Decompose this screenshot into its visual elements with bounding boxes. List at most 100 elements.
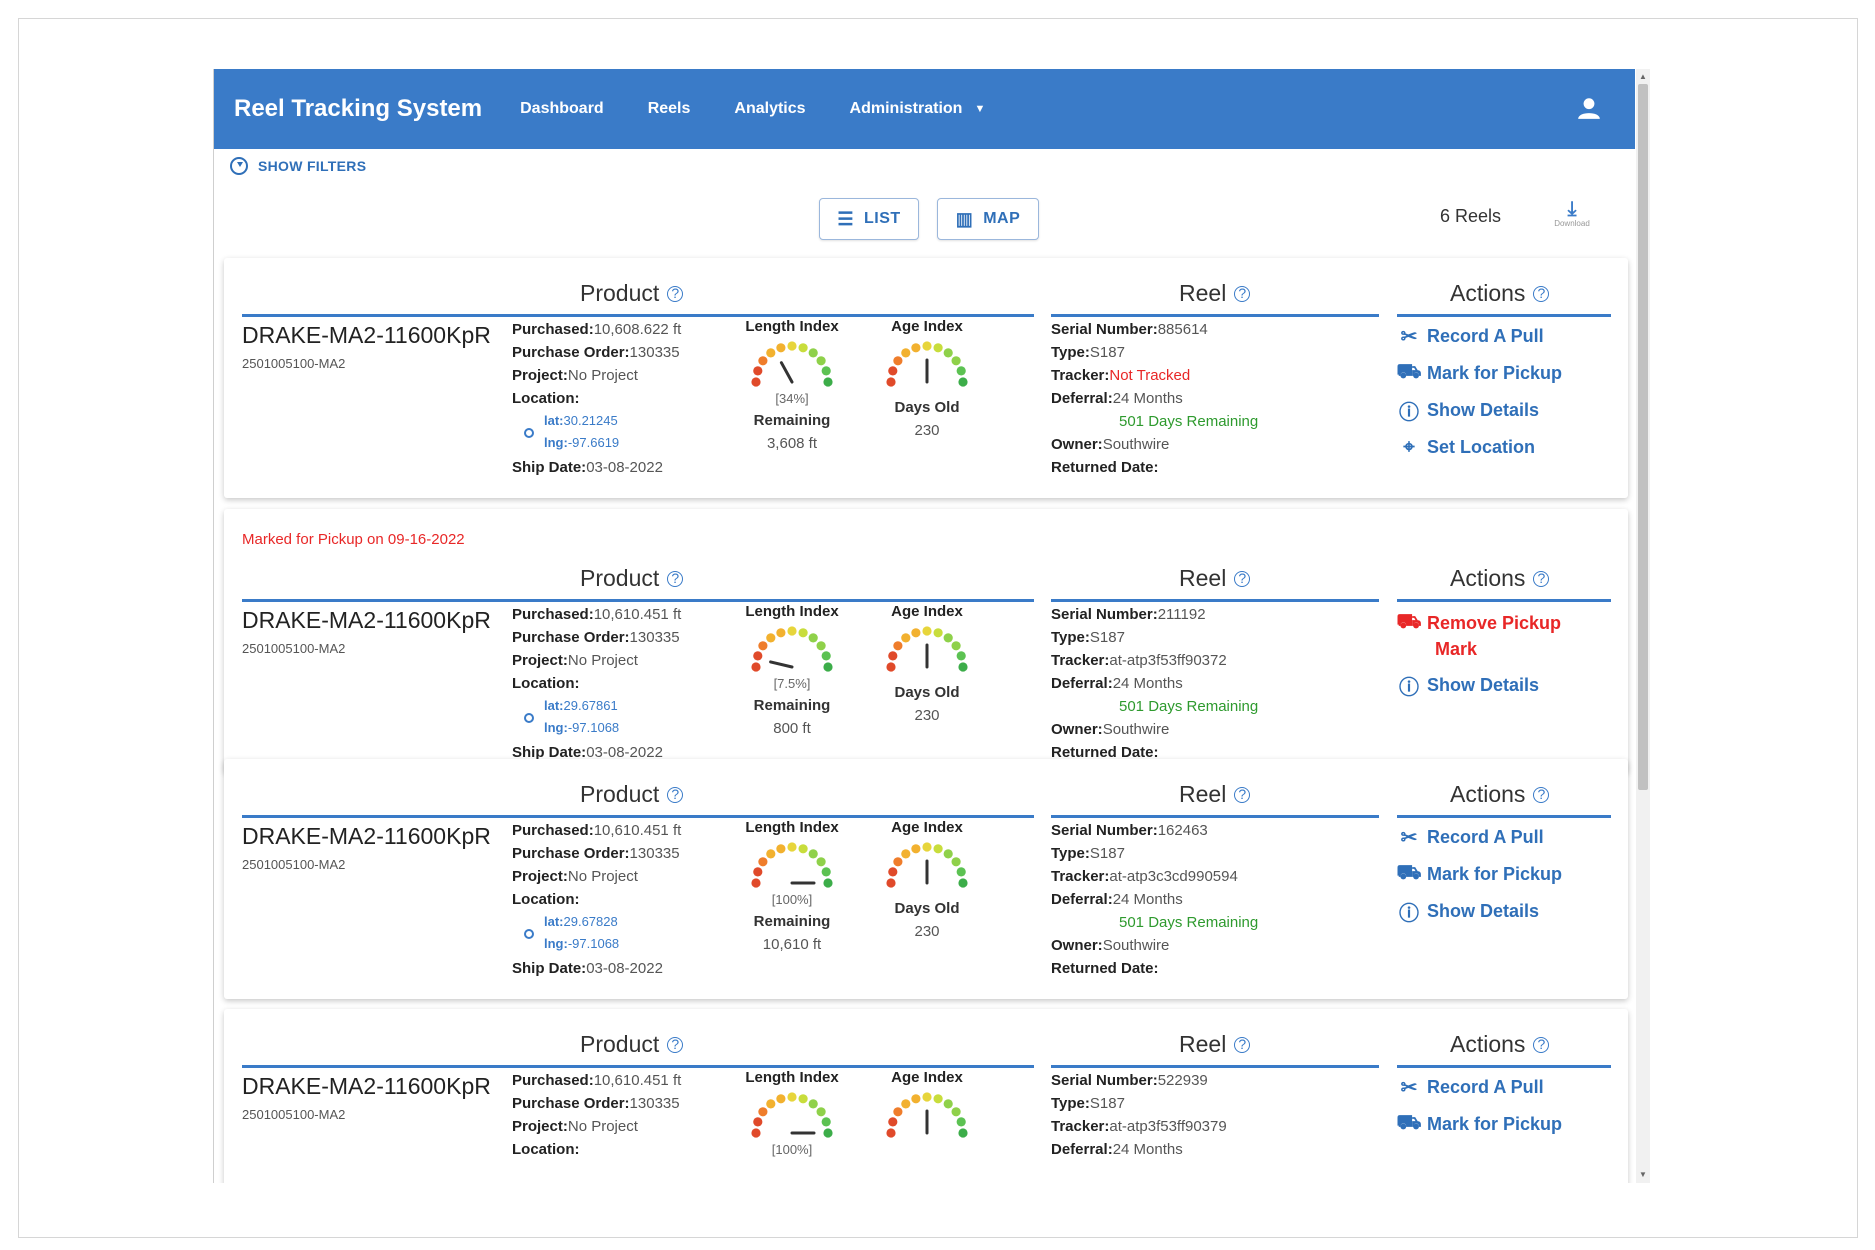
record-pull-button[interactable]: ✂ Record A Pull: [1397, 324, 1544, 348]
gauge-segment: [766, 1099, 776, 1109]
owner-field: Owner:Southwire: [1051, 934, 1169, 957]
days-remaining: 501 Days Remaining: [1119, 413, 1259, 430]
product-code: 2501005100-MA2: [242, 641, 346, 656]
type-field-label: Type:: [1051, 344, 1090, 361]
scrollbar-thumb[interactable]: [1638, 84, 1648, 790]
gauge-segment: [951, 641, 961, 651]
gauge-segment: [901, 348, 911, 358]
show-details-button[interactable]: ⓘ Show Details: [1397, 398, 1539, 424]
remaining-label: Remaining: [753, 913, 831, 930]
remove-pickup-mark-line2[interactable]: Mark: [1435, 639, 1478, 659]
lat-value: 30.21245: [563, 413, 618, 428]
reel-underline: [1051, 1065, 1379, 1068]
marked-for-pickup-note: Marked for Pickup on 09-16-2022: [242, 531, 465, 548]
purchase-order-field-value: 130335: [629, 845, 680, 862]
download-button[interactable]: ⤓ Download: [1547, 199, 1597, 228]
actions-underline: [1397, 599, 1611, 602]
owner-field-label: Owner:: [1051, 937, 1103, 954]
ship-date-field-label: Ship Date:: [512, 459, 587, 476]
help-icon[interactable]: ?: [667, 1037, 684, 1053]
ship-date-field-label: Ship Date:: [512, 744, 587, 761]
type-field-value: S187: [1089, 629, 1125, 646]
nav-reels[interactable]: Reels: [647, 100, 691, 117]
actions-section-title: Actions?: [1450, 781, 1550, 808]
purchase-order-field-label: Purchase Order:: [512, 1095, 630, 1112]
latitude-link[interactable]: lat:30.21245: [544, 410, 618, 432]
purchased-field-label: Purchased:: [512, 606, 594, 623]
download-label: Download: [1554, 219, 1590, 228]
product-code: 2501005100-MA2: [242, 857, 346, 872]
scroll-up-arrow[interactable]: ▲: [1639, 72, 1647, 81]
lat-label: lat:: [544, 413, 564, 428]
gauge-segment: [798, 343, 808, 353]
help-icon[interactable]: ?: [1234, 1037, 1251, 1053]
scroll-down-arrow[interactable]: ▼: [1639, 1170, 1647, 1179]
help-icon[interactable]: ?: [667, 571, 684, 587]
gauge-segment: [808, 849, 818, 859]
help-icon[interactable]: ?: [1533, 571, 1550, 587]
set-location-button-label: Set Location: [1427, 436, 1536, 457]
user-icon[interactable]: [1576, 95, 1602, 121]
deferral-field-value: 24 Months: [1112, 390, 1183, 407]
help-icon[interactable]: ?: [1533, 286, 1550, 302]
gauge-segment: [821, 1117, 831, 1127]
list-view-button[interactable]: ☰ LIST: [819, 198, 919, 240]
days-old-label: Days Old: [894, 900, 960, 917]
longitude-link[interactable]: lng:-97.1068: [544, 717, 619, 739]
help-icon[interactable]: ?: [1533, 1037, 1550, 1053]
remove-pickup-mark-button[interactable]: ⛟ Remove Pickup: [1396, 611, 1561, 635]
nav-dashboard[interactable]: Dashboard: [520, 100, 604, 117]
help-icon[interactable]: ?: [667, 787, 684, 803]
product-section-title: Product?: [580, 781, 684, 808]
mark-for-pickup-button[interactable]: ⛟ Mark for Pickup: [1396, 1112, 1562, 1136]
show-details-button[interactable]: ⓘ Show Details: [1397, 673, 1539, 699]
gauge-segment: [776, 844, 786, 854]
help-icon[interactable]: ?: [1234, 571, 1251, 587]
nav-analytics[interactable]: Analytics: [734, 100, 806, 117]
gauge-segment: [943, 1099, 953, 1109]
show-filters-toggle[interactable]: SHOW FILTERS: [230, 157, 366, 175]
returned-date-field: Returned Date:: [1051, 741, 1159, 764]
gauge-segment: [888, 651, 898, 661]
age-index-title: Age Index: [891, 819, 963, 836]
length-index-title: Length Index: [745, 819, 839, 836]
purchased-field-label: Purchased:: [512, 1072, 594, 1089]
latitude-link[interactable]: lat:29.67828: [544, 911, 618, 933]
gauge-segment: [821, 651, 831, 661]
deferral-field: Deferral:24 Months: [1051, 387, 1183, 410]
gauge-segment: [933, 343, 943, 353]
mark-for-pickup-button[interactable]: ⛟ Mark for Pickup: [1396, 862, 1562, 886]
deferral-field-label: Deferral:: [1051, 1141, 1113, 1158]
longitude-link[interactable]: lng:-97.1068: [544, 933, 619, 955]
gauge-segment: [766, 348, 776, 358]
owner-field-value: Southwire: [1102, 436, 1170, 453]
actions-underline: [1397, 1065, 1611, 1068]
gauge-segment: [787, 842, 797, 852]
help-icon[interactable]: ?: [1234, 787, 1251, 803]
record-pull-button[interactable]: ✂ Record A Pull: [1397, 1075, 1544, 1099]
type-field-label: Type:: [1051, 1095, 1090, 1112]
show-details-button[interactable]: ⓘ Show Details: [1397, 899, 1539, 925]
mark-for-pickup-button[interactable]: ⛟ Mark for Pickup: [1396, 361, 1562, 385]
serial-number-field-label: Serial Number:: [1051, 606, 1158, 623]
gauge-segment: [951, 857, 961, 867]
latitude-link[interactable]: lat:29.67861: [544, 695, 618, 717]
help-icon[interactable]: ?: [667, 286, 684, 302]
location-pin-icon: ⌖: [1403, 435, 1415, 458]
gauge-segment: [753, 1117, 763, 1127]
set-location-button[interactable]: ⌖ Set Location: [1397, 435, 1535, 459]
location-target-icon[interactable]: [524, 428, 534, 438]
location-target-icon[interactable]: [524, 713, 534, 723]
record-pull-button[interactable]: ✂ Record A Pull: [1397, 825, 1544, 849]
purchase-order-field: Purchase Order:130335: [512, 626, 680, 649]
gauge-segment: [911, 628, 921, 638]
help-icon[interactable]: ?: [1533, 787, 1550, 803]
help-icon[interactable]: ?: [1234, 286, 1251, 302]
map-view-button[interactable]: ▥ MAP: [937, 198, 1039, 240]
location-target-icon[interactable]: [524, 929, 534, 939]
product-name: DRAKE-MA2-11600KpR: [242, 1073, 491, 1099]
nav-administration[interactable]: Administration ▼: [850, 100, 986, 118]
location-label: Location:: [512, 675, 580, 692]
length-gauge-svg: [751, 842, 833, 888]
longitude-link[interactable]: lng:-97.6619: [544, 432, 619, 454]
